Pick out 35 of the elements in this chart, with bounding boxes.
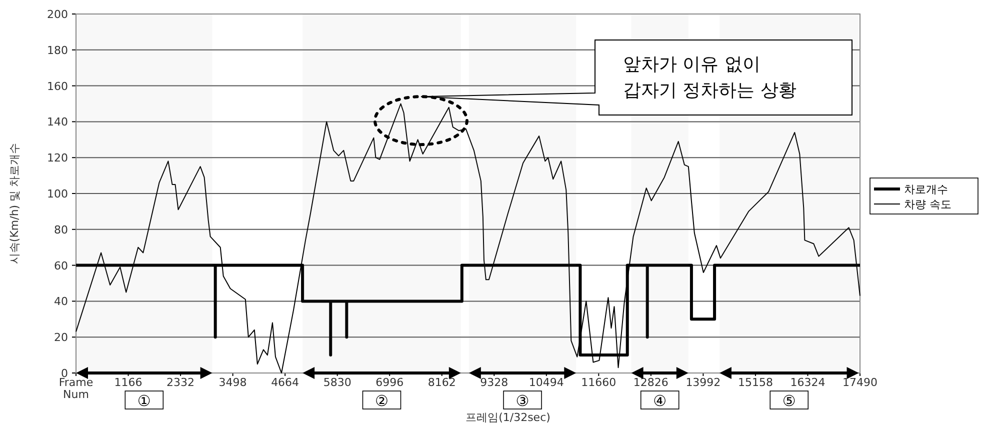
y-axis-title: 시속(Km/h) 및 차로개수 [8, 142, 21, 264]
band-label: ① [137, 392, 151, 410]
legend-label: 차로개수 [904, 183, 948, 196]
band-label: ② [375, 392, 388, 410]
x-tick-label: 10494 [528, 376, 564, 389]
band-label: ④ [653, 392, 667, 410]
x-tick-label: 3498 [218, 376, 247, 389]
band-label: ⑤ [782, 392, 796, 410]
annotation: 앞차가 이유 없이 갑자기 정차하는 상황 [623, 54, 796, 101]
y-tick-label: 60 [54, 259, 68, 272]
legend-label: 차량 속도 [904, 198, 952, 211]
y-tick-label: 80 [54, 223, 68, 236]
y-tick-label: 200 [47, 8, 68, 21]
x-tick-label: 15158 [738, 376, 773, 389]
y-tick-label: 40 [54, 295, 68, 308]
x-tick-label: 1166 [114, 376, 142, 389]
y-tick-label: 140 [47, 116, 68, 129]
x-tick-label: 9328 [480, 376, 508, 389]
y-tick-label: 120 [47, 152, 68, 165]
x-tick-label: 6996 [376, 376, 404, 389]
x-tick-label: 12826 [633, 376, 668, 389]
y-tick-label: 160 [47, 80, 68, 93]
x-tick-label: 16324 [790, 376, 826, 389]
y-tick-label: 180 [47, 44, 68, 57]
band-label: ③ [516, 392, 530, 410]
x-axis-title: 프레임(1/32sec) [466, 411, 550, 424]
y-tick-label: 100 [47, 188, 68, 200]
x-tick-label: 4664 [271, 376, 300, 389]
x-tick-label: 11660 [581, 376, 616, 389]
x-tick-label: 8162 [428, 376, 456, 389]
x-tick-label: 5830 [323, 376, 352, 389]
x-tick-label: 17490 [842, 376, 878, 389]
y-tick-label: 20 [54, 331, 68, 344]
x-tick-label: 13992 [686, 376, 721, 389]
x-tick-label: 2332 [166, 376, 195, 389]
